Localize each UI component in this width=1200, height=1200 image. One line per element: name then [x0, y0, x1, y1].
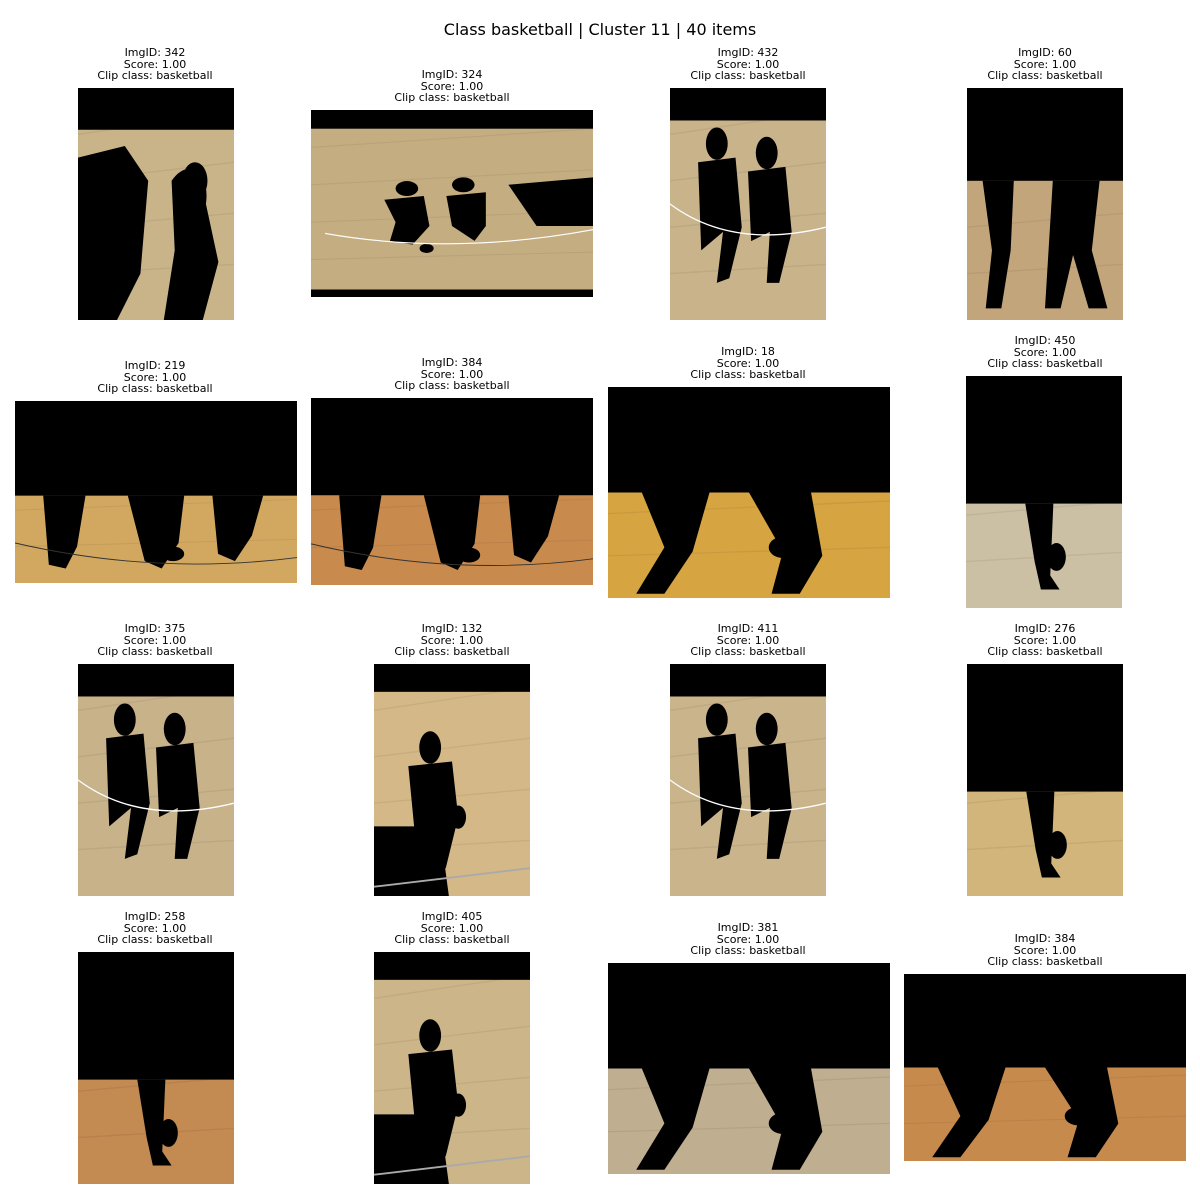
score-label: Score: 1.00	[716, 633, 780, 647]
silhouette-image	[15, 401, 297, 583]
score-label: Score: 1.00	[1013, 57, 1077, 71]
clip-class-label: Clip class: basketball	[97, 645, 213, 658]
thumbnail-caption: ImgID: 375 Score: 1.00 Clip class: basketb…	[5, 623, 305, 658]
score-label: Score: 1.00	[420, 633, 484, 647]
thumbnail-image	[904, 974, 1186, 1161]
img-id-label: ImgID: 384	[1014, 932, 1076, 945]
silhouette-image	[670, 88, 826, 320]
thumbnail-caption: ImgID: 405 Score: 1.00 Clip class: basketb…	[302, 911, 602, 946]
thumbnail-image	[967, 664, 1123, 896]
silhouette-image	[608, 963, 890, 1174]
thumbnail-caption: ImgID: 381 Score: 1.00 Clip class: basketb…	[598, 922, 898, 957]
score-label: Score: 1.00	[420, 921, 484, 935]
score-label: Score: 1.00	[123, 921, 187, 935]
silhouette-image	[311, 398, 593, 585]
thumbnail-caption: ImgID: 324 Score: 1.00 Clip class: basketb…	[302, 69, 602, 104]
img-id-label: ImgID: 219	[124, 359, 186, 372]
silhouette-image	[608, 387, 890, 598]
score-label: Score: 1.00	[420, 367, 484, 381]
thumbnail-caption: ImgID: 60 Score: 1.00 Clip class: basketba…	[895, 47, 1195, 82]
img-id-label: ImgID: 18	[721, 345, 775, 358]
clip-class-label: Clip class: basketball	[690, 944, 806, 957]
clip-class-label: Clip class: basketball	[987, 357, 1103, 370]
figure-title: Class basketball | Cluster 11 | 40 items	[443, 20, 757, 39]
silhouette-image	[967, 88, 1123, 320]
thumbnail-image	[78, 952, 234, 1184]
silhouette-image	[78, 664, 234, 896]
img-id-label: ImgID: 375	[124, 622, 186, 635]
img-id-label: ImgID: 384	[421, 356, 483, 369]
silhouette-image	[967, 664, 1123, 896]
silhouette-image	[374, 664, 530, 896]
silhouette-image	[904, 974, 1186, 1161]
thumbnail-caption: ImgID: 18 Score: 1.00 Clip class: basketba…	[598, 346, 898, 381]
silhouette-image	[966, 376, 1122, 608]
img-id-label: ImgID: 276	[1014, 622, 1076, 635]
thumbnail-image	[374, 952, 530, 1184]
score-label: Score: 1.00	[123, 370, 187, 384]
thumbnail-caption: ImgID: 384 Score: 1.00 Clip class: basketb…	[895, 933, 1195, 968]
score-label: Score: 1.00	[123, 57, 187, 71]
silhouette-image	[311, 110, 593, 297]
thumbnail-image	[670, 88, 826, 320]
clip-class-label: Clip class: basketball	[97, 382, 213, 395]
img-id-label: ImgID: 405	[421, 910, 483, 923]
score-label: Score: 1.00	[1013, 943, 1077, 957]
clip-class-label: Clip class: basketball	[97, 69, 213, 82]
clip-class-label: Clip class: basketball	[690, 645, 806, 658]
clip-class-label: Clip class: basketball	[690, 368, 806, 381]
thumbnail-caption: ImgID: 132 Score: 1.00 Clip class: basketb…	[302, 623, 602, 658]
img-id-label: ImgID: 324	[421, 68, 483, 81]
thumbnail-image	[374, 664, 530, 896]
silhouette-image	[670, 664, 826, 896]
thumbnail-image	[967, 88, 1123, 320]
clip-class-label: Clip class: basketball	[394, 379, 510, 392]
thumbnail-image	[78, 88, 234, 320]
thumbnail-caption: ImgID: 384 Score: 1.00 Clip class: basketb…	[302, 357, 602, 392]
thumbnail-caption: ImgID: 276 Score: 1.00 Clip class: basketb…	[895, 623, 1195, 658]
img-id-label: ImgID: 381	[717, 921, 779, 934]
clip-class-label: Clip class: basketball	[690, 69, 806, 82]
img-id-label: ImgID: 342	[124, 46, 186, 59]
thumbnail-caption: ImgID: 450 Score: 1.00 Clip class: basketb…	[895, 335, 1195, 370]
img-id-label: ImgID: 60	[1018, 46, 1072, 59]
img-id-label: ImgID: 132	[421, 622, 483, 635]
img-id-label: ImgID: 432	[717, 46, 779, 59]
silhouette-image	[78, 952, 234, 1184]
thumbnail-image	[78, 664, 234, 896]
score-label: Score: 1.00	[420, 79, 484, 93]
img-id-label: ImgID: 450	[1014, 334, 1076, 347]
clip-class-label: Clip class: basketball	[987, 645, 1103, 658]
thumbnail-caption: ImgID: 342 Score: 1.00 Clip class: basketb…	[5, 47, 305, 82]
thumbnail-image	[311, 398, 593, 585]
silhouette-image	[78, 88, 234, 320]
score-label: Score: 1.00	[716, 932, 780, 946]
score-label: Score: 1.00	[716, 356, 780, 370]
score-label: Score: 1.00	[1013, 633, 1077, 647]
thumbnail-caption: ImgID: 219 Score: 1.00 Clip class: basketb…	[5, 360, 305, 395]
thumbnail-caption: ImgID: 432 Score: 1.00 Clip class: basketb…	[598, 47, 898, 82]
thumbnail-image	[966, 376, 1122, 608]
thumbnail-caption: ImgID: 258 Score: 1.00 Clip class: basketb…	[5, 911, 305, 946]
clip-class-label: Clip class: basketball	[394, 91, 510, 104]
score-label: Score: 1.00	[1013, 345, 1077, 359]
clip-class-label: Clip class: basketball	[987, 69, 1103, 82]
thumbnail-image	[670, 664, 826, 896]
score-label: Score: 1.00	[716, 57, 780, 71]
silhouette-image	[374, 952, 530, 1184]
img-id-label: ImgID: 411	[717, 622, 779, 635]
thumbnail-image	[608, 963, 890, 1174]
clip-class-label: Clip class: basketball	[394, 645, 510, 658]
thumbnail-image	[311, 110, 593, 297]
clip-class-label: Clip class: basketball	[987, 955, 1103, 968]
clip-class-label: Clip class: basketball	[394, 933, 510, 946]
thumbnail-image	[608, 387, 890, 598]
score-label: Score: 1.00	[123, 633, 187, 647]
thumbnail-image	[15, 401, 297, 583]
thumbnail-caption: ImgID: 411 Score: 1.00 Clip class: basketb…	[598, 623, 898, 658]
img-id-label: ImgID: 258	[124, 910, 186, 923]
clip-class-label: Clip class: basketball	[97, 933, 213, 946]
